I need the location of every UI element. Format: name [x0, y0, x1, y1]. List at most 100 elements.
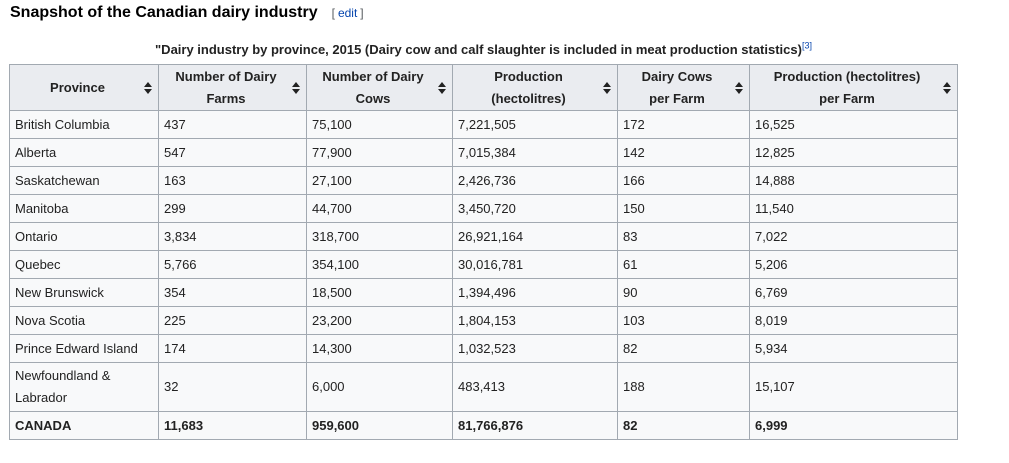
- column-header-production[interactable]: Production (hectolitres): [452, 64, 618, 111]
- table-row: New Brunswick 354 18,500 1,394,496 90 6,…: [9, 278, 958, 307]
- table-cell: 6,769: [749, 278, 958, 307]
- table-cell: Manitoba: [9, 194, 159, 223]
- table-cell: 61: [617, 250, 750, 279]
- table-cell: 150: [617, 194, 750, 223]
- edit-bracket-close: ]: [360, 6, 364, 20]
- sort-icon[interactable]: [292, 81, 300, 94]
- sort-icon[interactable]: [438, 81, 446, 94]
- table-cell: 483,413: [452, 362, 618, 412]
- table-cell: 90: [617, 278, 750, 307]
- table-cell: Ontario: [9, 222, 159, 251]
- table-cell: 437: [158, 110, 307, 139]
- table-row: British Columbia 437 75,100 7,221,505 17…: [9, 110, 958, 139]
- table-row: Saskatchewan 163 27,100 2,426,736 166 14…: [9, 166, 958, 195]
- table-cell: 225: [158, 306, 307, 335]
- table-cell: 354,100: [306, 250, 453, 279]
- header-label: Number of Dairy: [175, 68, 277, 84]
- table-cell: 354: [158, 278, 307, 307]
- column-header-cows-per-farm[interactable]: Dairy Cows per Farm: [617, 64, 750, 111]
- table-cell: 77,900: [306, 138, 453, 167]
- table-cell: Quebec: [9, 250, 159, 279]
- column-header-dairy-farms[interactable]: Number of Dairy Farms: [158, 64, 307, 111]
- table-cell: 174: [158, 334, 307, 363]
- table-cell: 166: [617, 166, 750, 195]
- table-cell: 1,032,523: [452, 334, 618, 363]
- sort-icon[interactable]: [603, 81, 611, 94]
- table-row: Ontario 3,834 318,700 26,921,164 83 7,02…: [9, 222, 958, 251]
- header-label: (hectolitres): [491, 90, 566, 106]
- table-cell: 299: [158, 194, 307, 223]
- table-cell: 5,766: [158, 250, 307, 279]
- table-cell: 6,000: [306, 362, 453, 412]
- table-cell: 3,450,720: [452, 194, 618, 223]
- total-cell: 6,999: [749, 411, 958, 440]
- table-cell: 7,221,505: [452, 110, 618, 139]
- column-header-dairy-cows[interactable]: Number of Dairy Cows: [306, 64, 453, 111]
- caption-text: "Dairy industry by province, 2015 (Dairy…: [155, 42, 802, 57]
- header-label: Dairy Cows: [641, 68, 713, 84]
- edit-bracket-open: [: [331, 6, 335, 20]
- table-cell: 15,107: [749, 362, 958, 412]
- dairy-table: Province Number of Dairy Farms Number of …: [9, 64, 958, 440]
- table-cell: 5,206: [749, 250, 958, 279]
- header-label: Production (hectolitres): [773, 68, 921, 84]
- table-cell: 5,934: [749, 334, 958, 363]
- section-heading: Snapshot of the Canadian dairy industry …: [10, 4, 364, 28]
- edit-link[interactable]: edit: [337, 6, 358, 20]
- table-cell: New Brunswick: [9, 278, 159, 307]
- table-cell: 1,394,496: [452, 278, 618, 307]
- table-cell: 11,540: [749, 194, 958, 223]
- header-label: Number of Dairy: [322, 68, 424, 84]
- table-cell: Prince Edward Island: [9, 334, 159, 363]
- table-cell: 27,100: [306, 166, 453, 195]
- table-cell: 103: [617, 306, 750, 335]
- table-cell: 188: [617, 362, 750, 412]
- table-row: Prince Edward Island 174 14,300 1,032,52…: [9, 334, 958, 363]
- table-row: Nova Scotia 225 23,200 1,804,153 103 8,0…: [9, 306, 958, 335]
- table-cell: 18,500: [306, 278, 453, 307]
- table-cell: 8,019: [749, 306, 958, 335]
- table-cell: 30,016,781: [452, 250, 618, 279]
- sort-icon[interactable]: [735, 81, 743, 94]
- edit-section: [edit]: [332, 6, 364, 20]
- table-cell: Nova Scotia: [9, 306, 159, 335]
- table-total-row: CANADA 11,683 959,600 81,766,876 82 6,99…: [9, 411, 958, 440]
- table-caption: "Dairy industry by province, 2015 (Dairy…: [10, 40, 957, 57]
- table-cell: 172: [617, 110, 750, 139]
- table-cell: British Columbia: [9, 110, 159, 139]
- table-cell: 23,200: [306, 306, 453, 335]
- header-label: per Farm: [819, 90, 875, 106]
- table-row: Quebec 5,766 354,100 30,016,781 61 5,206: [9, 250, 958, 279]
- sort-icon[interactable]: [144, 81, 152, 94]
- total-cell: 11,683: [158, 411, 307, 440]
- table-cell: 75,100: [306, 110, 453, 139]
- table-cell: Alberta: [9, 138, 159, 167]
- table-cell: 16,525: [749, 110, 958, 139]
- table-cell: 14,888: [749, 166, 958, 195]
- table-row: Manitoba 299 44,700 3,450,720 150 11,540: [9, 194, 958, 223]
- column-header-production-per-farm[interactable]: Production (hectolitres) per Farm: [749, 64, 958, 111]
- table-cell: 82: [617, 334, 750, 363]
- table-cell: 1,804,153: [452, 306, 618, 335]
- total-cell: 82: [617, 411, 750, 440]
- total-cell: 959,600: [306, 411, 453, 440]
- sort-icon[interactable]: [943, 81, 951, 94]
- table-cell: 163: [158, 166, 307, 195]
- table-cell: 12,825: [749, 138, 958, 167]
- table-cell: Saskatchewan: [9, 166, 159, 195]
- table-cell: 14,300: [306, 334, 453, 363]
- header-row: Province Number of Dairy Farms Number of …: [9, 64, 958, 111]
- table-cell: 7,015,384: [452, 138, 618, 167]
- table-cell: 26,921,164: [452, 222, 618, 251]
- table-cell: 3,834: [158, 222, 307, 251]
- table-row: Alberta 547 77,900 7,015,384 142 12,825: [9, 138, 958, 167]
- table-cell: 44,700: [306, 194, 453, 223]
- table-cell: Newfoundland & Labrador: [9, 362, 159, 412]
- column-header-province[interactable]: Province: [9, 64, 159, 111]
- total-cell: 81,766,876: [452, 411, 618, 440]
- header-label: Cows: [355, 90, 391, 106]
- table-cell: 318,700: [306, 222, 453, 251]
- table-cell: 142: [617, 138, 750, 167]
- section-title: Snapshot of the Canadian dairy industry: [10, 4, 318, 21]
- reference-link[interactable]: [3]: [801, 40, 812, 51]
